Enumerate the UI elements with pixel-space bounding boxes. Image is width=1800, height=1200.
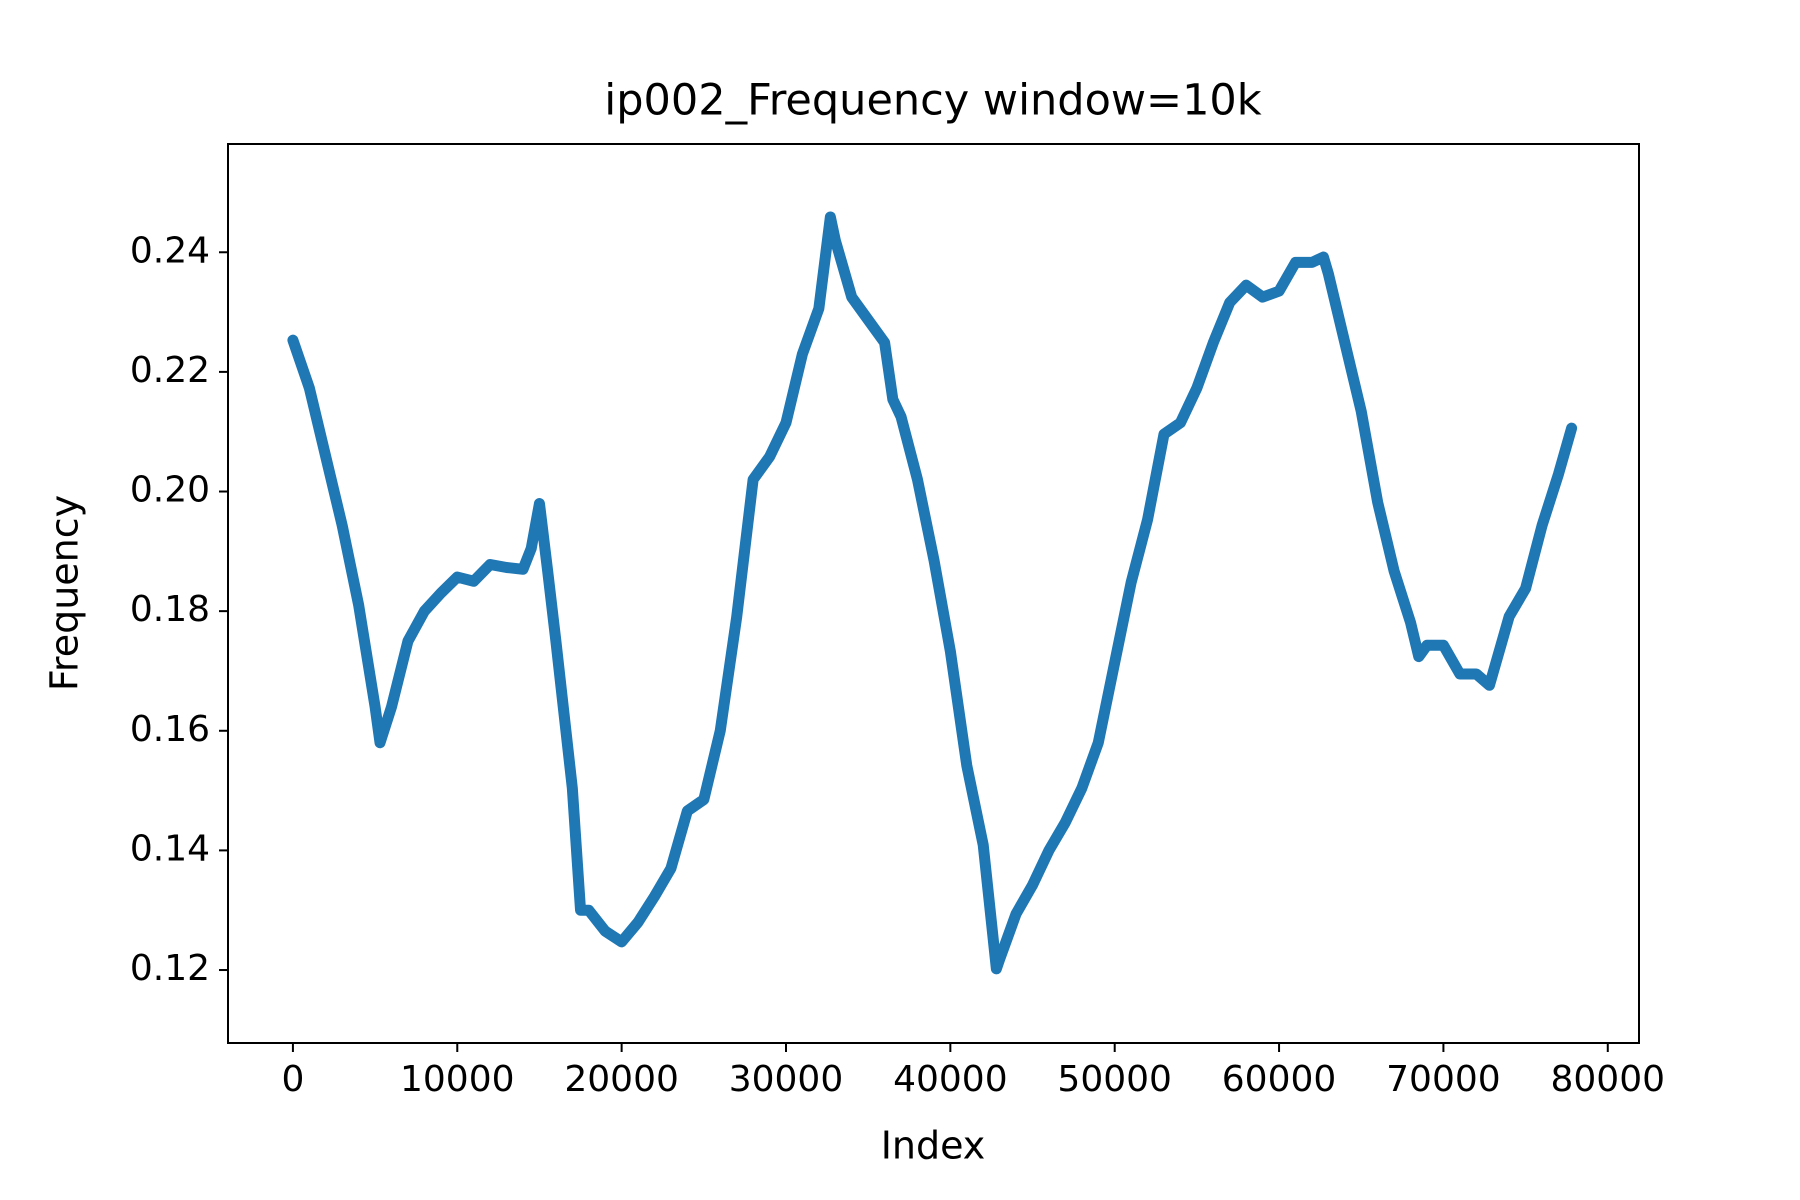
x-axis-label: Index (881, 1124, 986, 1168)
y-tick-label: 0.22 (130, 350, 210, 391)
plot-frame (227, 143, 1640, 1044)
x-tick-label: 50000 (1057, 1059, 1172, 1100)
y-tick-label: 0.24 (130, 230, 210, 271)
data-line (287, 211, 1578, 975)
y-tick-label: 0.18 (130, 589, 210, 630)
y-tick-label: 0.14 (130, 828, 210, 869)
chart-title: ip002_Frequency window=10k (604, 76, 1262, 126)
x-tick-label: 10000 (400, 1059, 515, 1100)
y-axis-label: Frequency (43, 495, 87, 691)
x-tick-label: 60000 (1222, 1059, 1337, 1100)
y-tick-label: 0.12 (130, 948, 210, 989)
y-tick-label: 0.20 (130, 470, 210, 511)
x-tick-label: 20000 (564, 1059, 679, 1100)
y-tick-label: 0.16 (130, 709, 210, 750)
x-tick-label: 70000 (1386, 1059, 1501, 1100)
x-tick-label: 0 (281, 1059, 304, 1100)
x-tick-label: 30000 (729, 1059, 844, 1100)
x-tick-label: 40000 (893, 1059, 1008, 1100)
x-tick-label: 80000 (1551, 1059, 1666, 1100)
